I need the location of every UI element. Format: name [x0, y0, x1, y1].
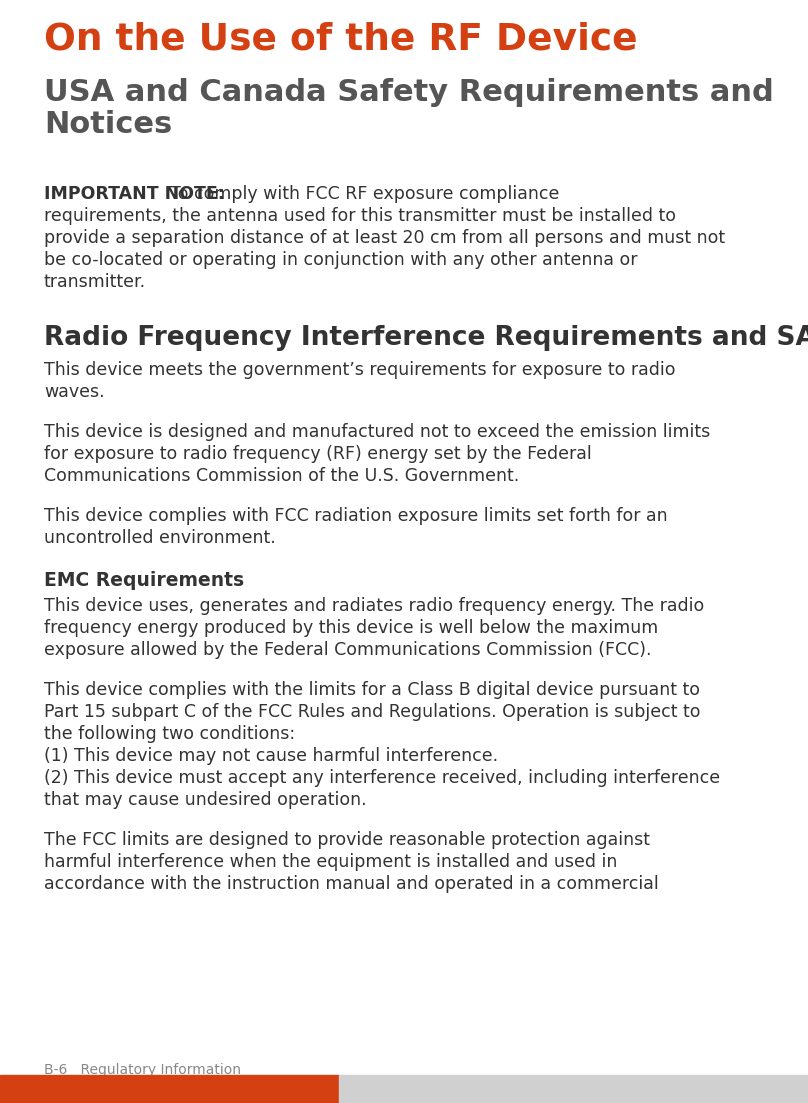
Text: (1) This device may not cause harmful interference.: (1) This device may not cause harmful in…: [44, 747, 498, 765]
Text: transmitter.: transmitter.: [44, 274, 146, 291]
Text: On the Use of the RF Device: On the Use of the RF Device: [44, 22, 638, 58]
Text: the following two conditions:: the following two conditions:: [44, 725, 295, 743]
Text: This device complies with the limits for a Class B digital device pursuant to: This device complies with the limits for…: [44, 681, 700, 699]
Text: for exposure to radio frequency (RF) energy set by the Federal: for exposure to radio frequency (RF) ene…: [44, 445, 591, 463]
Text: exposure allowed by the Federal Communications Commission (FCC).: exposure allowed by the Federal Communic…: [44, 641, 651, 658]
Text: (2) This device must accept any interference received, including interference: (2) This device must accept any interfer…: [44, 769, 720, 788]
Text: This device complies with FCC radiation exposure limits set forth for an: This device complies with FCC radiation …: [44, 507, 667, 525]
Text: USA and Canada Safety Requirements and: USA and Canada Safety Requirements and: [44, 78, 774, 107]
Text: Communications Commission of the U.S. Government.: Communications Commission of the U.S. Go…: [44, 467, 520, 485]
Text: Notices: Notices: [44, 110, 172, 139]
Text: To comply with FCC RF exposure compliance: To comply with FCC RF exposure complianc…: [170, 185, 559, 203]
Text: Part 15 subpart C of the FCC Rules and Regulations. Operation is subject to: Part 15 subpart C of the FCC Rules and R…: [44, 703, 701, 721]
Text: IMPORTANT NOTE:: IMPORTANT NOTE:: [44, 185, 225, 203]
Text: This device is designed and manufactured not to exceed the emission limits: This device is designed and manufactured…: [44, 422, 710, 441]
Text: This device meets the government’s requirements for exposure to radio: This device meets the government’s requi…: [44, 361, 675, 379]
Text: waves.: waves.: [44, 383, 104, 401]
Text: B-6   Regulatory Information: B-6 Regulatory Information: [44, 1063, 241, 1077]
Text: Radio Frequency Interference Requirements and SAR: Radio Frequency Interference Requirement…: [44, 325, 808, 351]
Text: harmful interference when the equipment is installed and used in: harmful interference when the equipment …: [44, 853, 617, 871]
Text: requirements, the antenna used for this transmitter must be installed to: requirements, the antenna used for this …: [44, 207, 676, 225]
Text: uncontrolled environment.: uncontrolled environment.: [44, 529, 276, 547]
Text: frequency energy produced by this device is well below the maximum: frequency energy produced by this device…: [44, 619, 659, 638]
Text: that may cause undesired operation.: that may cause undesired operation.: [44, 791, 367, 808]
Text: EMC Requirements: EMC Requirements: [44, 571, 244, 590]
Text: be co-located or operating in conjunction with any other antenna or: be co-located or operating in conjunctio…: [44, 251, 638, 269]
Text: This device uses, generates and radiates radio frequency energy. The radio: This device uses, generates and radiates…: [44, 597, 705, 615]
Text: provide a separation distance of at least 20 cm from all persons and must not: provide a separation distance of at leas…: [44, 229, 725, 247]
Text: accordance with the instruction manual and operated in a commercial: accordance with the instruction manual a…: [44, 875, 659, 893]
Text: The FCC limits are designed to provide reasonable protection against: The FCC limits are designed to provide r…: [44, 831, 650, 849]
